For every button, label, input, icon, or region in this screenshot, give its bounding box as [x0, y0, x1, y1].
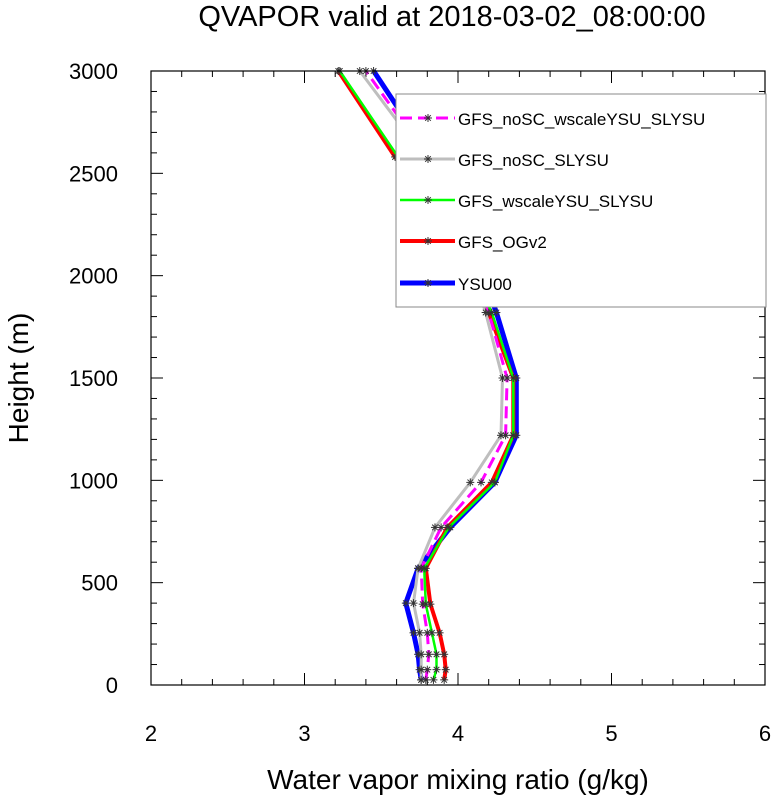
- legend-item: YSU00: [400, 275, 512, 294]
- data-point: [424, 650, 433, 659]
- data-point: [509, 374, 518, 382]
- data-point: [440, 650, 449, 659]
- chart-title: QVAPOR valid at 2018-03-02_08:00:00: [198, 1, 705, 33]
- legend-item: GFS_noSC_SLYSU: [400, 151, 609, 170]
- data-point: [466, 478, 475, 487]
- data-point: [415, 628, 424, 637]
- legend-label: GFS_noSC_wscaleYSU_SLYSU: [458, 110, 705, 129]
- x-axis-label: Water vapor mixing ratio (g/kg): [267, 764, 649, 795]
- data-point: [421, 675, 430, 684]
- legend-marker: [424, 155, 432, 163]
- y-tick-label: 1000: [69, 468, 118, 493]
- data-point: [435, 628, 444, 637]
- data-point: [420, 564, 429, 573]
- legend-label: YSU00: [458, 275, 512, 294]
- data-point: [429, 675, 438, 684]
- data-point: [427, 628, 436, 637]
- data-point: [490, 478, 499, 487]
- data-point: [440, 675, 449, 684]
- y-tick-label: 1500: [69, 366, 118, 391]
- y-tick-label: 2000: [69, 264, 118, 289]
- axis-ticks: 2 3 4 5 6 0 500 1000 1500 2000 2500 3000: [69, 59, 771, 746]
- data-point: [430, 523, 439, 532]
- data-point: [444, 523, 453, 532]
- legend-item: GFS_noSC_wscaleYSU_SLYSU: [400, 110, 705, 129]
- y-tick-label: 2500: [69, 161, 118, 186]
- legend-label: GFS_noSC_SLYSU: [458, 151, 609, 170]
- data-point: [509, 431, 518, 440]
- legend-marker: [424, 114, 432, 122]
- data-point: [487, 308, 496, 317]
- legend-label: GFS_OGv2: [458, 233, 547, 252]
- y-tick-label: 3000: [69, 59, 118, 84]
- data-point: [421, 600, 430, 609]
- y-axis-label: Height (m): [3, 313, 34, 444]
- x-tick-label: 6: [759, 721, 771, 746]
- data-point: [401, 599, 410, 608]
- legend-item: GFS_wscaleYSU_SLYSU: [400, 192, 653, 211]
- legend: GFS_noSC_wscaleYSU_SLYSU GFS_noSC_SLYSU GF…: [395, 93, 767, 308]
- data-point: [503, 374, 512, 382]
- data-point: [441, 665, 450, 674]
- data-point: [409, 599, 418, 608]
- plot-frame: [150, 70, 766, 686]
- legend-box: [395, 93, 767, 308]
- data-point: [437, 523, 446, 532]
- data-point: [477, 478, 486, 487]
- legend-marker: [424, 237, 432, 245]
- legend-marker: [424, 196, 432, 204]
- data-point: [498, 374, 507, 382]
- y-tick-label: 0: [106, 673, 118, 698]
- legend-label: GFS_wscaleYSU_SLYSU: [458, 192, 653, 211]
- data-point: [432, 650, 441, 659]
- x-tick-label: 4: [452, 721, 464, 746]
- data-point: [423, 665, 432, 674]
- data-point: [417, 650, 426, 659]
- y-tick-label: 500: [81, 571, 118, 596]
- legend-item: GFS_OGv2: [400, 233, 547, 252]
- x-tick-label: 3: [298, 721, 310, 746]
- data-point: [501, 431, 510, 440]
- legend-marker: [424, 279, 432, 287]
- data-point: [432, 665, 441, 674]
- x-tick-label: 5: [605, 721, 617, 746]
- x-tick-label: 2: [145, 721, 157, 746]
